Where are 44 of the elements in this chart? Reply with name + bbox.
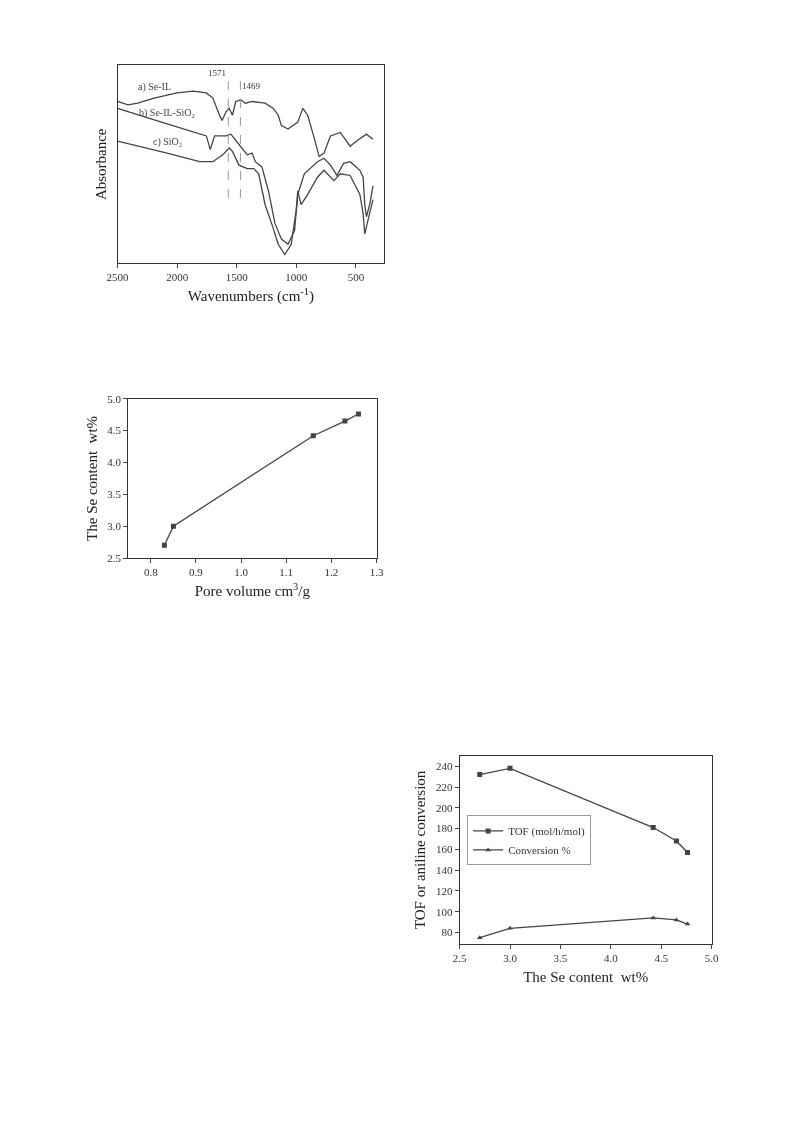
y-tick-label: 4.0 [107, 456, 122, 469]
y-tick-label: 80 [441, 926, 453, 939]
y-tick-label: 3.5 [107, 488, 122, 501]
y-tick-label: 3.0 [107, 520, 122, 533]
y-tick-label: 200 [435, 801, 453, 814]
y-axis-title: The Se content wt% [83, 415, 100, 541]
x-tick-label: 1.1 [279, 566, 294, 579]
x-tick-label: 4.5 [654, 952, 669, 965]
x-axis-title: The Se content wt% [523, 969, 649, 986]
y-tick-label: 120 [435, 884, 453, 897]
x-tick-label: 4.0 [604, 952, 619, 965]
y-tick-label: 240 [435, 760, 453, 773]
x-tick-label: 3.0 [503, 952, 518, 965]
y-tick-label: 2.5 [107, 551, 122, 564]
y-tick-label: 5.0 [107, 392, 122, 405]
ref-line-label: 1571 [208, 68, 226, 78]
x-tick-label: 5.0 [704, 952, 720, 965]
legend-label: TOF (mol/h/mol) [508, 825, 585, 839]
series-label: c) SiO₂ [153, 136, 183, 148]
x-tick-label: 500 [347, 271, 365, 284]
ref-line-label: 1469 [242, 81, 261, 91]
y-tick-label: 140 [435, 863, 453, 876]
x-tick-label: 1.0 [234, 566, 249, 579]
x-tick-label: 1000 [285, 271, 308, 284]
x-axis-title: Wavenumbers (cm$^{-1}$) [187, 286, 315, 306]
x-tick-label: 2500 [106, 271, 130, 284]
y-tick-label: 180 [435, 822, 453, 835]
y-tick-label: 4.5 [107, 424, 122, 437]
y-tick-label: 220 [435, 780, 453, 793]
x-tick-label: 0.8 [143, 566, 159, 579]
x-tick-label: 1.3 [369, 566, 384, 579]
legend-label: Conversion % [508, 844, 571, 857]
series-label: a) Se-IL [138, 81, 172, 93]
y-axis-title: TOF or aniline conversion [412, 770, 429, 930]
x-tick-label: 1500 [225, 271, 249, 284]
x-tick-label: 1.2 [324, 566, 339, 579]
y-axis-title: Absorbance [92, 128, 109, 201]
y-tick-label: 160 [435, 843, 453, 856]
x-tick-label: 2000 [166, 271, 189, 284]
y-tick-label: 100 [435, 905, 453, 918]
x-tick-label: 0.9 [189, 566, 204, 579]
x-axis-title: Pore volume cm$^{3}$/g [194, 580, 311, 600]
x-tick-label: 3.5 [553, 952, 568, 965]
x-tick-label: 2.5 [452, 952, 467, 965]
